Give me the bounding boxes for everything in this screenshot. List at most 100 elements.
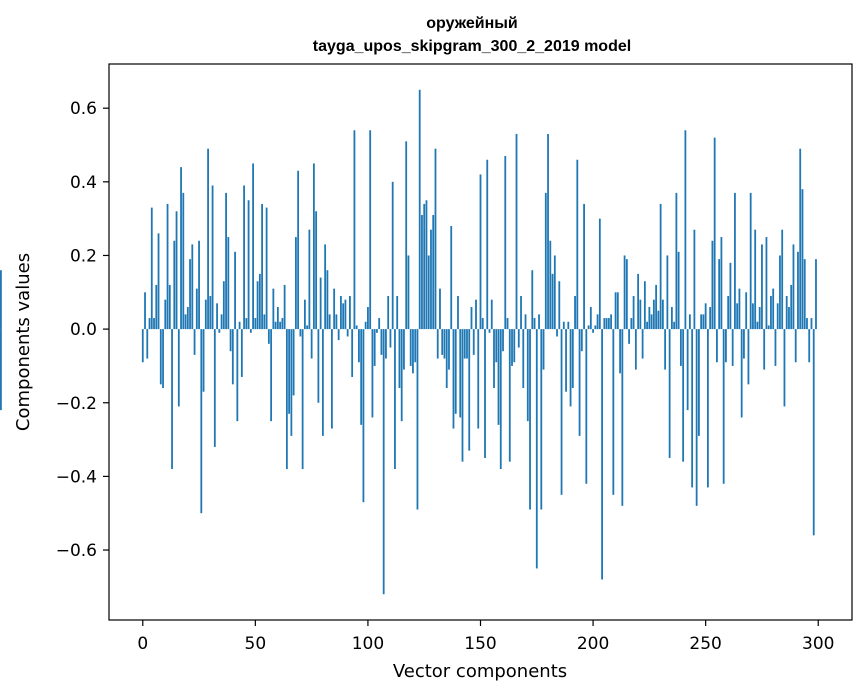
bar: [466, 329, 468, 359]
bar: [583, 203, 585, 330]
bar: [270, 329, 273, 422]
bar: [670, 307, 673, 330]
y-tick-label: 0.2: [70, 246, 97, 266]
bar: [589, 307, 592, 330]
bar: [634, 329, 637, 370]
bar: [630, 318, 633, 330]
bar: [418, 89, 421, 330]
x-axis-ticks: 0 50 100 150 200 250 300: [137, 620, 834, 654]
bar: [144, 292, 146, 330]
bar: [679, 329, 682, 366]
bar: [448, 329, 450, 370]
bar: [594, 325, 597, 330]
bar: [414, 329, 417, 363]
bar: [245, 318, 248, 330]
bar: [459, 329, 462, 418]
bar: [171, 329, 173, 470]
bar: [421, 214, 423, 330]
bar: [666, 255, 669, 330]
bar: [698, 329, 700, 436]
bar: [349, 295, 351, 330]
bar: [531, 270, 534, 330]
bar: [734, 192, 736, 330]
bar: [452, 329, 455, 429]
bar: [303, 299, 306, 330]
bar: [767, 325, 770, 330]
bar: [540, 329, 543, 510]
bar: [369, 130, 372, 330]
bar: [722, 329, 725, 484]
bar: [150, 207, 153, 330]
bar: [400, 329, 403, 422]
bar: [747, 329, 750, 385]
bar: [184, 314, 187, 330]
bar: [319, 277, 322, 330]
bar: [274, 321, 277, 330]
bar: [416, 329, 419, 510]
bar: [727, 295, 730, 330]
bar: [409, 329, 412, 366]
bar: [360, 329, 363, 425]
bar: [587, 325, 590, 330]
bar: [220, 314, 223, 330]
bar: [745, 292, 748, 330]
bar: [288, 329, 291, 414]
bar: [688, 314, 691, 330]
x-tick-label: 200: [577, 634, 609, 654]
bar: [186, 307, 189, 330]
bar: [211, 185, 214, 330]
bar: [162, 329, 164, 389]
bar: [200, 329, 203, 514]
bar: [463, 329, 466, 359]
bar: [432, 214, 435, 330]
bar: [506, 318, 509, 330]
bar: [493, 329, 495, 389]
x-tick-label: 50: [245, 634, 267, 654]
bar: [783, 329, 786, 407]
x-tick-label: 250: [689, 634, 721, 654]
bar: [258, 273, 261, 330]
bar: [299, 329, 302, 337]
bar: [222, 281, 225, 330]
bar: [749, 192, 752, 330]
bar: [166, 203, 169, 330]
bar: [423, 203, 426, 330]
bar: [743, 329, 745, 359]
bar: [682, 329, 685, 462]
bar: [256, 281, 259, 330]
bar: [155, 284, 158, 330]
bar: [321, 329, 324, 436]
bar: [533, 318, 536, 330]
bar: [175, 211, 178, 330]
bar: [720, 237, 723, 330]
bar: [560, 329, 563, 495]
x-tick-label: 150: [464, 634, 496, 654]
bar: [535, 329, 538, 569]
bar: [225, 192, 227, 330]
bar: [180, 167, 182, 330]
chart-title: оружейный: [426, 15, 517, 32]
bar: [276, 307, 279, 330]
bar: [378, 318, 381, 330]
bar: [425, 200, 428, 330]
bar: [810, 318, 813, 330]
bar: [668, 329, 671, 458]
y-axis-ticks: −0.6 −0.4 −0.2 0.0 0.2 0.4 0.6: [56, 99, 109, 561]
bar: [477, 329, 480, 429]
bar: [729, 262, 732, 330]
bar: [700, 314, 703, 330]
bar: [202, 329, 205, 392]
bar: [596, 314, 599, 330]
bar: [308, 229, 311, 330]
bar: [684, 130, 687, 330]
bar: [571, 329, 574, 389]
bar: [326, 270, 329, 330]
bar: [472, 329, 475, 355]
bar: [218, 329, 221, 333]
bar: [315, 211, 318, 330]
bar: [779, 255, 781, 330]
bar: [815, 259, 817, 330]
bar: [398, 329, 401, 389]
bar: [358, 329, 360, 363]
bar: [603, 318, 606, 330]
